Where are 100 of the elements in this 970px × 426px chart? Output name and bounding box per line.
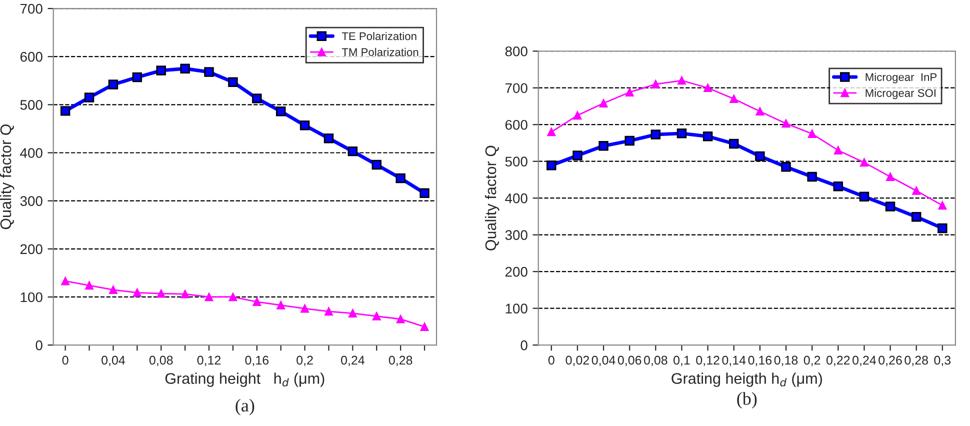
point <box>85 281 94 290</box>
point <box>204 292 214 302</box>
x-tick-label: 0,2 <box>804 356 820 366</box>
point <box>228 292 238 302</box>
point <box>912 186 921 195</box>
y-tick-label: 800 <box>505 46 528 56</box>
point <box>938 223 948 234</box>
point <box>650 130 661 140</box>
y-tick-label: 700 <box>20 4 42 14</box>
point <box>833 181 843 192</box>
point <box>808 130 816 138</box>
text: (a) <box>236 398 254 416</box>
point <box>348 309 357 318</box>
point <box>372 160 382 170</box>
x-tick-label: 0,24 <box>341 356 364 366</box>
x-tick-label: 0,22 <box>826 356 850 366</box>
point <box>702 132 713 142</box>
point <box>911 212 922 222</box>
x-tick-label: 0,04 <box>592 356 616 366</box>
point <box>678 76 686 85</box>
point <box>676 128 687 138</box>
point <box>756 107 764 116</box>
point <box>396 173 406 184</box>
x-tick-label: 0,26 <box>878 356 902 366</box>
x-tick-label: 0,08 <box>149 356 173 366</box>
y-tick-label: 700 <box>505 83 528 94</box>
y-axis-title: Quality factor Q <box>0 124 14 230</box>
legend-label: Microgear InP <box>866 72 937 84</box>
point <box>252 298 262 306</box>
point <box>252 94 262 104</box>
point <box>204 67 214 77</box>
y-tick-label: 0 <box>520 340 528 350</box>
legend-label: TM Polarization <box>342 48 418 56</box>
point <box>624 136 634 146</box>
x-tick-label: 0 <box>548 356 554 365</box>
x-tick-label: 0,16 <box>748 356 772 366</box>
x-tick-label: 0,18 <box>774 356 798 366</box>
point <box>938 201 947 210</box>
y-tick-label: 400 <box>505 193 528 204</box>
point <box>276 106 286 116</box>
y-axis-title: Quality factor Q <box>484 146 500 250</box>
y-tick-label: 100 <box>20 292 42 302</box>
point <box>730 94 738 104</box>
x-axis-title: Grating height h$_{d}$ (μm) <box>165 372 324 387</box>
point <box>108 80 118 90</box>
y-tick-label: 600 <box>505 120 528 130</box>
point <box>348 146 358 156</box>
point <box>573 111 582 120</box>
point <box>300 120 310 130</box>
point <box>156 289 166 298</box>
point <box>860 158 868 167</box>
point <box>324 133 334 144</box>
x-tick-label: 0,12 <box>197 356 221 366</box>
point <box>60 106 70 116</box>
legend-label: TE Polarization <box>342 32 416 40</box>
x-tick-label: 0,08 <box>644 356 668 366</box>
y-tick-label: 200 <box>20 244 42 254</box>
y-tick-label: 400 <box>20 148 42 158</box>
x-tick-label: 0,12 <box>696 356 720 366</box>
point <box>704 84 712 92</box>
point <box>886 172 894 181</box>
point <box>132 72 142 82</box>
y-tick-label: 0 <box>36 340 42 350</box>
x-tick-label: 0,2 <box>296 356 313 366</box>
point <box>781 162 791 172</box>
x-tick-label: 0,06 <box>618 356 642 366</box>
point <box>132 288 142 297</box>
x-tick-label: 0,04 <box>102 356 126 366</box>
point <box>572 150 582 160</box>
point <box>109 286 118 294</box>
y-tick-label: 100 <box>506 304 528 314</box>
point <box>807 172 817 182</box>
point <box>180 64 190 74</box>
point <box>180 290 190 298</box>
y-tick-label: 600 <box>20 52 42 62</box>
point <box>61 276 70 286</box>
point <box>372 312 381 320</box>
x-tick-label: 0,16 <box>245 356 269 366</box>
x-tick-label: 0,3 <box>934 356 951 366</box>
point <box>276 300 286 310</box>
y-tick-label: 200 <box>505 266 528 277</box>
point <box>156 66 166 76</box>
x-tick-label: 0,28 <box>904 356 928 366</box>
point <box>625 88 634 96</box>
point <box>755 151 765 162</box>
point <box>420 188 430 198</box>
point <box>885 202 896 212</box>
x-axis-title: Grating heigth h$_{d}$ (μm) <box>672 372 822 387</box>
point <box>599 99 608 108</box>
point <box>598 141 608 151</box>
point <box>547 128 556 136</box>
point <box>324 307 333 316</box>
x-tick-label: 0,28 <box>388 356 412 366</box>
point <box>420 322 429 331</box>
x-tick-label: 0,02 <box>566 356 589 366</box>
x-tick-label: 0,1 <box>674 356 690 366</box>
y-tick-label: 500 <box>20 100 42 110</box>
point <box>729 138 739 149</box>
y-tick-label: 300 <box>20 196 42 206</box>
point <box>859 192 870 202</box>
